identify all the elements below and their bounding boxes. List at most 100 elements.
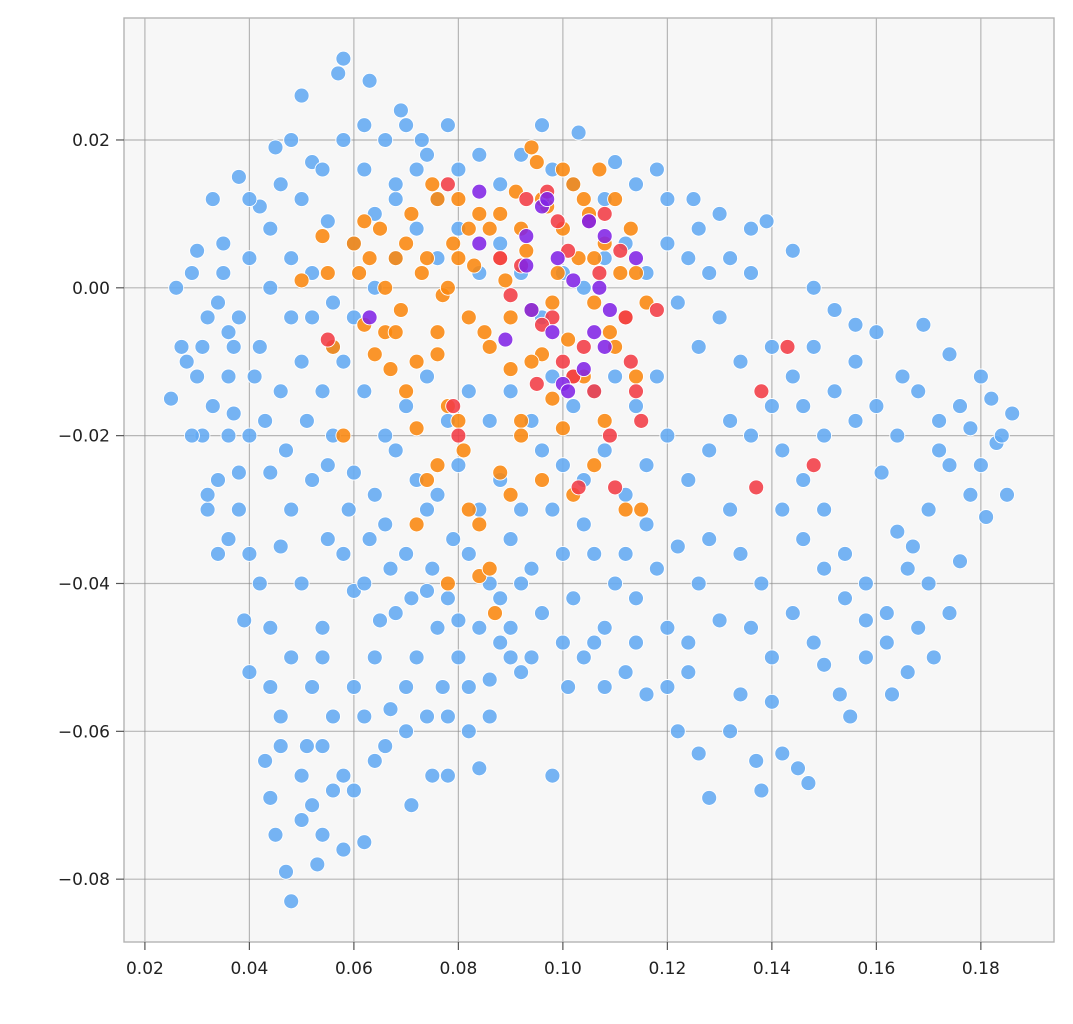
data-point-orange (622, 220, 639, 237)
data-point-blue (387, 605, 404, 622)
data-point-blue (857, 575, 874, 592)
data-point-blue (784, 605, 801, 622)
data-point-red (753, 383, 770, 400)
data-point-purple (518, 257, 535, 274)
x-tick-label: 0.18 (962, 959, 1000, 979)
data-point-blue (398, 117, 415, 134)
data-point-blue (972, 368, 989, 385)
data-point-blue (408, 220, 425, 237)
data-point-blue (377, 132, 394, 148)
data-point-blue (847, 412, 864, 429)
data-point-blue (439, 590, 456, 607)
data-point-orange (586, 457, 603, 474)
data-point-blue (335, 841, 352, 858)
data-point-orange (628, 265, 644, 281)
data-point-blue (638, 686, 655, 703)
data-point-orange (356, 213, 373, 230)
data-point-blue (445, 531, 462, 548)
data-point-blue (199, 501, 216, 518)
data-point-blue (596, 442, 613, 459)
data-point-red (607, 479, 624, 496)
data-point-blue (366, 752, 383, 769)
data-point-red (748, 479, 765, 496)
data-point-orange (398, 235, 415, 252)
data-point-blue (345, 464, 362, 481)
data-point-blue (816, 656, 833, 673)
data-point-orange (487, 605, 503, 622)
data-point-blue (758, 213, 775, 230)
data-point-red (445, 398, 462, 415)
data-point-orange (492, 205, 509, 222)
data-point-orange (607, 191, 624, 208)
data-point-blue (241, 545, 258, 562)
x-tick-label: 0.04 (230, 959, 268, 979)
data-point-blue (210, 545, 226, 562)
data-point-blue (450, 612, 467, 629)
data-point-blue (309, 856, 326, 873)
data-point-blue (920, 575, 937, 592)
data-point-blue (513, 501, 530, 518)
data-point-blue (257, 412, 274, 429)
data-point-blue (199, 309, 216, 326)
data-point-blue (669, 723, 686, 740)
data-point-blue (868, 324, 885, 341)
data-point-blue (450, 161, 467, 178)
data-point-purple (471, 183, 488, 200)
data-point-blue (763, 338, 780, 355)
data-point-orange (617, 501, 634, 518)
data-point-blue (335, 545, 352, 562)
data-point-orange (523, 139, 540, 156)
data-point-blue (931, 412, 948, 429)
data-point-blue (403, 797, 420, 814)
data-point-blue (544, 501, 561, 518)
data-point-blue (356, 117, 373, 134)
data-point-red (596, 205, 613, 222)
data-point-blue (382, 560, 399, 577)
data-point-blue (241, 427, 258, 444)
data-point-blue (638, 457, 655, 474)
data-point-blue (262, 619, 279, 636)
data-point-purple (596, 228, 613, 245)
data-point-orange (601, 324, 618, 341)
data-point-blue (293, 87, 310, 104)
data-point-blue (722, 250, 739, 267)
data-point-blue (915, 316, 932, 333)
data-point-orange (450, 250, 467, 267)
data-point-blue (356, 383, 373, 400)
data-point-red (502, 287, 519, 304)
data-point-blue (847, 316, 864, 333)
data-point-orange (492, 464, 509, 481)
data-points (163, 50, 1021, 910)
data-point-blue (941, 346, 958, 363)
data-point-blue (220, 368, 237, 385)
data-point-blue (314, 649, 331, 666)
data-point-blue (680, 634, 697, 651)
data-point-purple (523, 302, 540, 318)
data-point-blue (690, 745, 707, 762)
data-point-blue (220, 324, 237, 341)
data-point-blue (753, 782, 770, 799)
data-point-orange (502, 309, 519, 326)
data-point-blue (283, 649, 300, 666)
data-point-blue (460, 383, 477, 400)
data-point-blue (889, 427, 906, 444)
data-point-blue (314, 826, 331, 843)
data-point-orange (419, 250, 435, 267)
data-point-blue (246, 368, 263, 385)
data-point-orange (314, 228, 331, 245)
data-point-purple (539, 191, 556, 208)
data-point-orange (455, 442, 472, 459)
data-point-blue (774, 442, 791, 459)
data-point-blue (513, 575, 530, 592)
data-point-blue (784, 242, 801, 259)
data-point-blue (178, 353, 195, 370)
data-point-blue (983, 390, 1000, 407)
data-point-blue (857, 649, 874, 666)
data-point-purple (628, 250, 644, 267)
data-point-blue (272, 176, 289, 193)
data-point-blue (523, 649, 540, 666)
data-point-blue (413, 132, 430, 148)
data-point-blue (304, 472, 321, 488)
data-point-blue (481, 671, 498, 688)
